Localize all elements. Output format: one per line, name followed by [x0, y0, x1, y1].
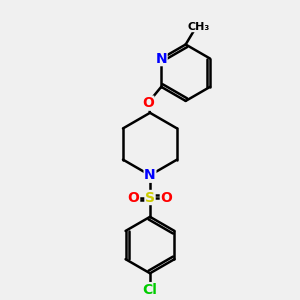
Text: CH₃: CH₃ — [188, 22, 210, 32]
Text: O: O — [128, 190, 140, 205]
Text: S: S — [145, 190, 155, 205]
Text: N: N — [144, 168, 156, 182]
Text: O: O — [142, 96, 154, 110]
Text: N: N — [155, 52, 167, 66]
Text: Cl: Cl — [142, 283, 158, 297]
Text: O: O — [160, 190, 172, 205]
